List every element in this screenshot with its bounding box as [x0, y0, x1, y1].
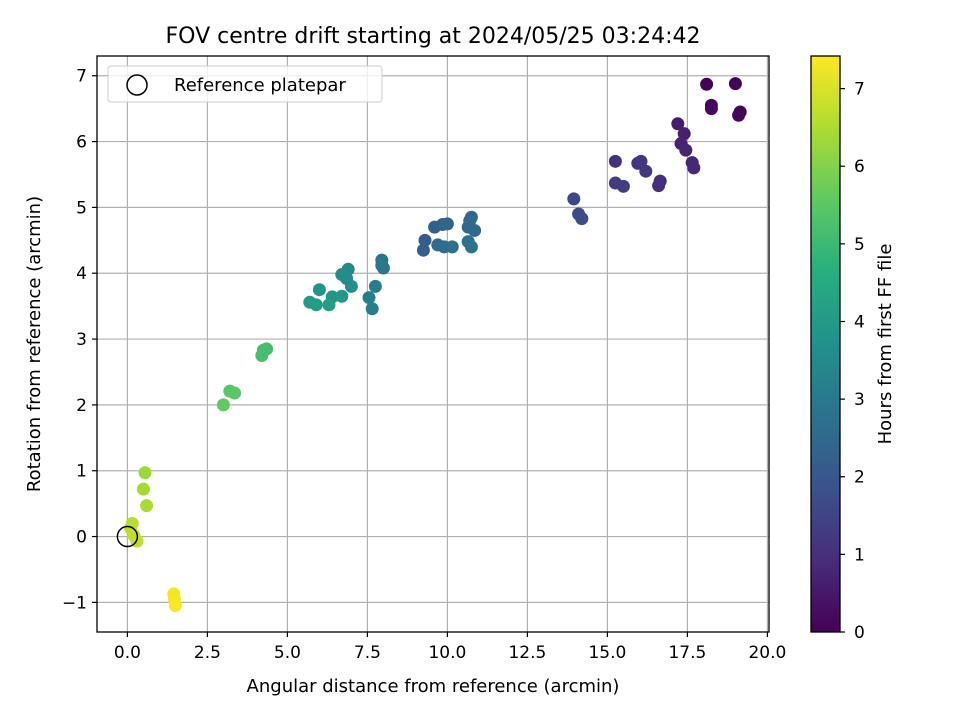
colorbar-gradient [811, 56, 840, 632]
scatter-points [116, 77, 747, 613]
data-point [704, 102, 718, 116]
y-tick-label: 5 [76, 198, 87, 218]
data-point [700, 77, 714, 91]
data-point [335, 289, 349, 303]
y-axis-ticks: −1 0 1 2 3 4 5 6 7 [62, 67, 97, 613]
y-tick-label: 4 [76, 264, 87, 284]
data-point [365, 302, 379, 316]
x-tick-label: 20.0 [748, 643, 786, 663]
data-point [468, 223, 482, 237]
x-tick-label: 10.0 [428, 643, 466, 663]
data-point [608, 154, 622, 168]
data-point [687, 161, 701, 175]
data-point [671, 117, 685, 131]
y-axis-label: Rotation from reference (arcmin) [24, 196, 45, 492]
x-tick-label: 0.0 [114, 643, 141, 663]
data-point [418, 233, 432, 247]
colorbar-tick-label: 0 [854, 623, 865, 643]
data-point [464, 240, 478, 254]
y-tick-label: 1 [76, 462, 87, 482]
colorbar-tick-label: 1 [854, 545, 865, 565]
x-tick-label: 5.0 [274, 643, 301, 663]
data-point [168, 599, 182, 613]
colorbar-tick-label: 5 [854, 235, 865, 255]
colorbar-tick-label: 2 [854, 468, 865, 488]
data-point [440, 217, 454, 231]
data-point [362, 291, 376, 305]
y-tick-label: −1 [62, 593, 87, 613]
grid-lines [97, 56, 769, 632]
data-point [416, 243, 430, 257]
data-point [375, 258, 389, 272]
legend-entry-reference-platepar: Reference platepar [174, 75, 346, 96]
data-point [445, 240, 459, 254]
data-point [616, 179, 630, 193]
data-point [140, 499, 154, 513]
data-point [322, 298, 336, 312]
x-tick-label: 7.5 [354, 643, 381, 663]
data-point [679, 143, 693, 157]
colorbar: 0 1 2 3 4 5 6 7 Hours from first FF file [810, 55, 896, 643]
data-point [216, 398, 230, 412]
plot-area-frame [96, 55, 770, 633]
x-tick-label: 15.0 [588, 643, 626, 663]
data-point [634, 154, 648, 168]
colorbar-label: Hours from first FF file [875, 244, 896, 445]
y-tick-label: 2 [76, 396, 87, 416]
y-tick-label: 7 [76, 67, 87, 87]
reference-platepar-marker [116, 525, 139, 548]
data-point [732, 108, 746, 122]
data-point [652, 179, 666, 193]
y-tick-label: 6 [76, 133, 87, 153]
colorbar-tick-label: 3 [854, 390, 865, 410]
data-point [312, 283, 326, 297]
data-point [639, 164, 653, 178]
data-point [309, 298, 323, 312]
legend: Reference platepar [107, 65, 383, 103]
y-tick-label: 0 [76, 528, 87, 548]
data-point [255, 349, 269, 363]
data-point [728, 77, 742, 91]
colorbar-tick-label: 6 [854, 157, 865, 177]
colorbar-ticks: 0 1 2 3 4 5 6 7 [840, 80, 865, 643]
data-point [567, 192, 581, 206]
x-tick-label: 17.5 [668, 643, 706, 663]
data-point [575, 212, 589, 226]
chart-title: FOV centre drift starting at 2024/05/25 … [166, 24, 701, 49]
colorbar-tick-label: 4 [854, 312, 865, 332]
data-point [228, 386, 242, 400]
x-tick-label: 2.5 [194, 643, 221, 663]
data-point [344, 279, 358, 293]
colorbar-tick-label: 7 [854, 80, 865, 100]
x-axis-ticks: 0.0 2.5 5.0 7.5 10.0 12.5 15.0 17.5 20.0 [114, 632, 786, 663]
data-point [368, 279, 382, 293]
colorbar-frame [810, 55, 841, 633]
x-axis-label: Angular distance from reference (arcmin) [247, 676, 620, 697]
y-tick-label: 3 [76, 330, 87, 350]
data-point [677, 127, 691, 141]
data-point [464, 210, 478, 224]
data-point [138, 466, 152, 480]
x-tick-label: 12.5 [508, 643, 546, 663]
legend-reference-marker [126, 74, 148, 96]
legend-box [107, 65, 383, 103]
data-point [136, 482, 150, 496]
